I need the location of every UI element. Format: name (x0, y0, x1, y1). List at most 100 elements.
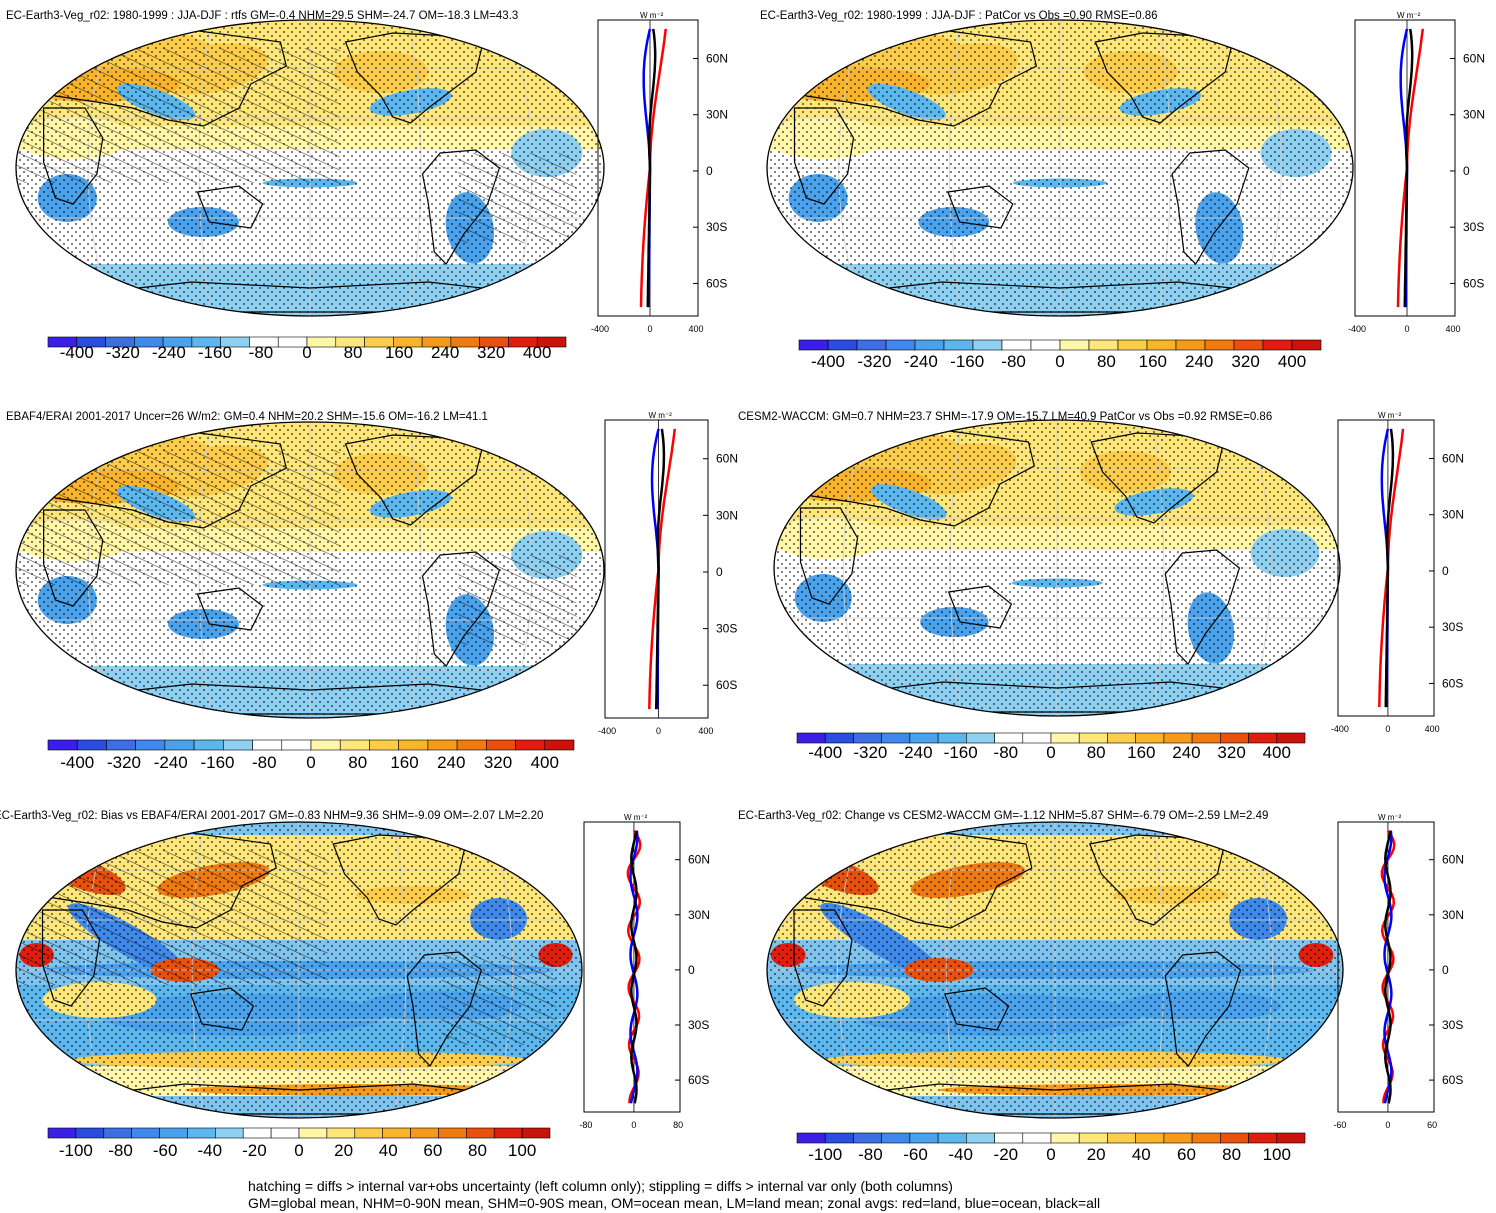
x-tick-label: -400 (1331, 724, 1349, 734)
lat-tick-label: 30S (716, 622, 737, 636)
unit-label: W m⁻² (649, 411, 673, 420)
colorbar-tick-label: 400 (523, 343, 551, 362)
lat-tick-label: 60S (688, 1073, 709, 1087)
panel-title: EC-Earth3-Veg_r02: Bias vs EBAF4/ERAI 20… (0, 810, 544, 822)
lat-tick-label: 30N (706, 108, 728, 122)
colorbar-tick-label: 80 (1097, 352, 1116, 371)
colorbar-tick-label: -240 (899, 743, 933, 762)
zonal-mean-plot: W m⁻² 60N 30N 0 30S 60S -400 0 400 (1348, 11, 1485, 334)
unit-label: W m⁻² (1378, 813, 1402, 822)
colorbar-tick-label: -40 (197, 1141, 222, 1160)
lat-tick-label: 60S (706, 276, 727, 290)
colorbar-tick-label: -160 (944, 743, 978, 762)
lat-tick-label: 30N (716, 508, 738, 522)
x-tick-label: 400 (1445, 324, 1460, 334)
lat-tick-label: 60N (706, 51, 728, 65)
x-tick-label: -400 (591, 324, 609, 334)
colorbar: -400 -320 -240 -160 -80 0 80 160 240 320 400 (796, 732, 1306, 762)
x-tick-label: 0 (1385, 724, 1390, 734)
colorbar-tick-label: -400 (60, 343, 94, 362)
colorbar-tick-label: 80 (1222, 1145, 1241, 1164)
zonal-mean-plot: W m⁻² 60N 30N 0 30S 60S -400 0 400 (591, 11, 728, 334)
lat-tick-label: 30S (688, 1018, 709, 1032)
colorbar-tick-label: 0 (302, 343, 311, 362)
lat-tick-label: 30N (688, 908, 710, 922)
x-tick-label: 0 (631, 1120, 636, 1130)
panel-title: CESM2-WACCM: GM=0.7 NHM=23.7 SHM=-17.9 O… (738, 411, 1273, 423)
colorbar-tick-label: 240 (1172, 743, 1200, 762)
lat-tick-label: 60S (716, 678, 737, 692)
x-tick-label: -80 (579, 1120, 592, 1130)
unit-label: W m⁻² (1378, 411, 1402, 420)
x-tick-label: 0 (647, 324, 652, 334)
colorbar-tick-label: -80 (108, 1141, 133, 1160)
lat-tick-label: 60N (1463, 51, 1485, 65)
colorbar-tick-label: 100 (1263, 1145, 1291, 1164)
map (15, 19, 605, 317)
colorbar-tick-label: 20 (1087, 1145, 1106, 1164)
colorbar-tick-label: 240 (437, 753, 465, 772)
zonal-mean-plot: W m⁻² 60N 30N 0 30S 60S -400 0 400 (598, 411, 738, 736)
colorbar-tick-label: -20 (242, 1141, 267, 1160)
colorbar-tick-label: 160 (1139, 352, 1167, 371)
lat-tick-label: 60S (1463, 276, 1484, 290)
colorbar-tick-label: -240 (152, 343, 186, 362)
unit-label: W m⁻² (1397, 11, 1421, 20)
lat-tick-label: 60N (688, 853, 710, 867)
colorbar-tick-label: 60 (1177, 1145, 1196, 1164)
colorbar: -100 -80 -60 -40 -20 0 20 40 60 80 100 (796, 1132, 1306, 1164)
colorbar-tick-label: 40 (379, 1141, 398, 1160)
footer-line-1: hatching = diffs > internal var+obs unce… (248, 1178, 953, 1194)
colorbar-tick-label: 0 (1046, 1145, 1055, 1164)
colorbar-tick-label: -160 (198, 343, 232, 362)
zonal-mean-plot: W m⁻² 60N 30N 0 30S 60S -80 0 80 (579, 813, 710, 1130)
panel-title: EBAF4/ERAI 2001-2017 Uncer=26 W/m2: GM=0… (6, 411, 488, 423)
lat-tick-label: 30S (706, 220, 727, 234)
map (766, 19, 1354, 317)
colorbar-tick-label: -160 (950, 352, 984, 371)
colorbar-tick-label: 240 (1185, 352, 1213, 371)
colorbar-tick-label: 80 (1087, 743, 1106, 762)
colorbar-tick-label: -160 (200, 753, 234, 772)
panel-title: EC-Earth3-Veg_r02: Change vs CESM2-WACCM… (738, 810, 1269, 822)
colorbar-tick-label: 160 (390, 753, 418, 772)
colorbar-tick-label: 240 (431, 343, 459, 362)
lat-tick-label: 0 (688, 963, 695, 977)
colorbar-tick-label: 160 (1127, 743, 1155, 762)
x-tick-label: 60 (1427, 1120, 1437, 1130)
zonal-mean-plot: W m⁻² 60N 30N 0 30S 60S -400 0 400 (1331, 411, 1464, 734)
colorbar-tick-label: 320 (477, 343, 505, 362)
colorbar-tick-label: 100 (508, 1141, 536, 1160)
map (773, 419, 1341, 717)
lat-tick-label: 0 (1463, 164, 1470, 178)
lat-tick-label: 60S (1442, 676, 1463, 690)
map (15, 421, 605, 719)
lat-tick-label: 60S (1442, 1073, 1463, 1087)
colorbar: -400 -320 -240 -160 -80 0 80 160 240 320 400 (47, 336, 567, 362)
lat-tick-label: 0 (706, 164, 713, 178)
lat-tick-label: 30N (1442, 508, 1464, 522)
colorbar-tick-label: -320 (106, 343, 140, 362)
lat-tick-label: 30S (1463, 220, 1484, 234)
colorbar-tick-label: -100 (59, 1141, 93, 1160)
colorbar: -400 -320 -240 -160 -80 0 80 160 240 320 400 (798, 339, 1322, 371)
x-tick-label: 400 (1425, 724, 1440, 734)
zonal-mean-plot: W m⁻² 60N 30N 0 30S 60S -60 0 60 (1333, 813, 1464, 1130)
colorbar-tick-label: -40 (948, 1145, 973, 1164)
footer-line-2: GM=global mean, NHM=0-90N mean, SHM=0-90… (248, 1195, 1101, 1211)
x-tick-label: -60 (1333, 1120, 1346, 1130)
x-tick-label: 0 (1385, 1120, 1390, 1130)
x-tick-label: -400 (1348, 324, 1366, 334)
x-tick-label: 0 (656, 726, 661, 736)
lat-tick-label: 0 (716, 565, 723, 579)
colorbar-tick-label: -400 (811, 352, 845, 371)
lat-tick-label: 0 (1442, 564, 1449, 578)
x-tick-label: 0 (1404, 324, 1409, 334)
colorbar-tick-label: 0 (294, 1141, 303, 1160)
colorbar-tick-label: -80 (252, 753, 277, 772)
colorbar-tick-label: 320 (484, 753, 512, 772)
colorbar-tick-label: 400 (1263, 743, 1291, 762)
lat-tick-label: 30S (1442, 1018, 1463, 1032)
map (15, 821, 583, 1119)
colorbar-tick-label: -320 (853, 743, 887, 762)
